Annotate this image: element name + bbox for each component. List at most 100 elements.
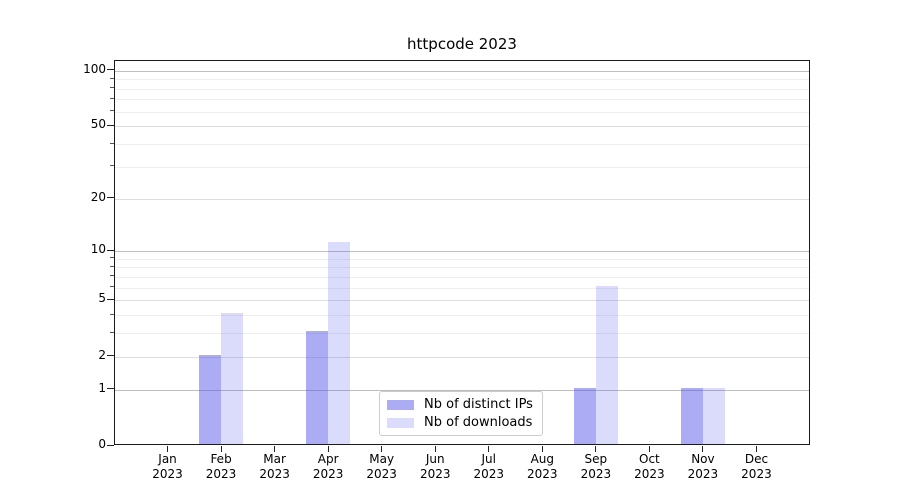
bar-nb-of-distinct-ips [199,354,222,444]
gridline-minor [115,144,809,146]
bar-nb-of-distinct-ips [573,387,596,444]
legend-swatch-downloads [387,417,414,428]
gridline-mid [115,356,809,358]
gridline-mid [115,126,809,128]
y-tick-label: 5 [98,291,106,306]
x-tick-year: 2023 [580,467,612,481]
x-tick-month: Oct [639,452,660,466]
x-tick-month: Mar [263,452,286,466]
gridline-minor [115,276,809,278]
x-tick-year: 2023 [366,467,397,481]
gridline-minor [115,287,809,289]
gridline-minor [115,333,809,335]
y-tick-mark-minor [110,97,114,99]
gridline-mid [115,300,809,302]
y-tick-mark-minor [110,275,114,277]
gridline-minor [115,258,809,260]
x-tick-year: 2023 [152,467,183,481]
gridline-major [115,389,809,391]
x-tick-label: Sep 2023 [564,452,628,482]
x-tick-label: Jun 2023 [403,452,467,482]
bar-nb-of-downloads [595,285,618,444]
x-tick-label: Mar 2023 [243,452,307,482]
bar-nb-of-downloads [221,313,244,444]
x-tick-label: Aug 2023 [510,452,574,482]
x-tick-label: Jan 2023 [136,452,200,482]
y-tick-mark [107,249,114,251]
bar-nb-of-distinct-ips [306,331,329,444]
legend: Nb of distinct IPs Nb of downloads [379,391,543,436]
x-tick-label: May 2023 [350,452,414,482]
gridline-minor [115,88,809,90]
bar-nb-of-downloads [328,242,351,444]
plot-area [114,60,810,445]
y-tick-label: 10 [90,242,106,257]
gridline-minor [115,99,809,101]
x-tick-year: 2023 [527,467,558,481]
y-tick-label: 2 [98,347,106,362]
x-tick-mark [488,446,490,452]
y-tick-mark [107,197,114,198]
x-tick-month: Jul [481,452,496,466]
y-tick-mark [107,444,114,446]
gridline-minor [115,79,809,81]
legend-row: Nb of downloads [387,414,533,431]
x-tick-year: 2023 [687,467,719,481]
gridline-minor [115,166,809,168]
y-tick-label: 0 [98,437,106,451]
x-tick-label: Nov 2023 [671,452,735,482]
x-tick-month: Jun [425,452,445,466]
x-tick-mark [434,446,436,452]
x-tick-month: May [369,452,395,466]
x-tick-mark [327,446,329,452]
bar-nb-of-downloads [702,387,725,444]
x-tick-year: 2023 [205,467,237,481]
x-tick-mark [381,446,383,452]
y-tick-label: 1 [98,380,106,395]
x-tick-year: 2023 [312,467,344,481]
x-tick-month: Feb [210,452,232,466]
x-tick-mark [541,446,543,452]
gridline-mid [115,198,809,200]
x-tick-mark [702,446,704,452]
gridline-minor [115,111,809,113]
bar-nb-of-distinct-ips [680,387,703,444]
x-tick-mark [274,446,276,452]
x-tick-label: Dec 2023 [724,452,788,482]
y-tick-label: 50 [90,117,106,132]
x-tick-mark [220,446,222,452]
x-tick-label: Oct 2023 [617,452,681,482]
x-tick-year: 2023 [741,467,772,481]
legend-label-downloads: Nb of downloads [424,415,533,430]
x-tick-label: Feb 2023 [189,452,253,482]
x-tick-year: 2023 [419,467,451,481]
x-tick-mark [755,446,757,452]
legend-swatch-distinct-ips [387,399,414,410]
y-tick-mark-minor [110,331,114,333]
y-tick-mark-minor [110,165,114,167]
x-tick-year: 2023 [259,467,290,481]
x-tick-mark [648,446,650,452]
y-tick-mark-minor [110,265,114,267]
x-tick-mark [595,446,597,452]
y-tick-label: 100 [83,61,106,76]
legend-label-distinct-ips: Nb of distinct IPs [424,397,533,412]
gridline-minor [115,267,809,269]
y-tick-mark-minor [110,257,114,259]
y-tick-mark [107,298,114,300]
x-tick-month: Sep [584,452,608,466]
x-tick-month: Apr [317,452,339,466]
chart-title: httpcode 2023 [407,35,517,53]
x-tick-month: Dec [744,452,769,466]
y-tick-mark-minor [110,286,114,288]
y-tick-mark-minor [110,87,114,89]
legend-row: Nb of distinct IPs [387,396,533,413]
x-tick-label: Apr 2023 [296,452,360,482]
y-tick-label: 20 [90,189,106,204]
y-tick-mark [107,355,114,357]
gridline-major [115,70,809,72]
y-tick-mark-minor [110,77,114,79]
y-tick-mark-minor [110,110,114,112]
gridline-minor [115,315,809,317]
